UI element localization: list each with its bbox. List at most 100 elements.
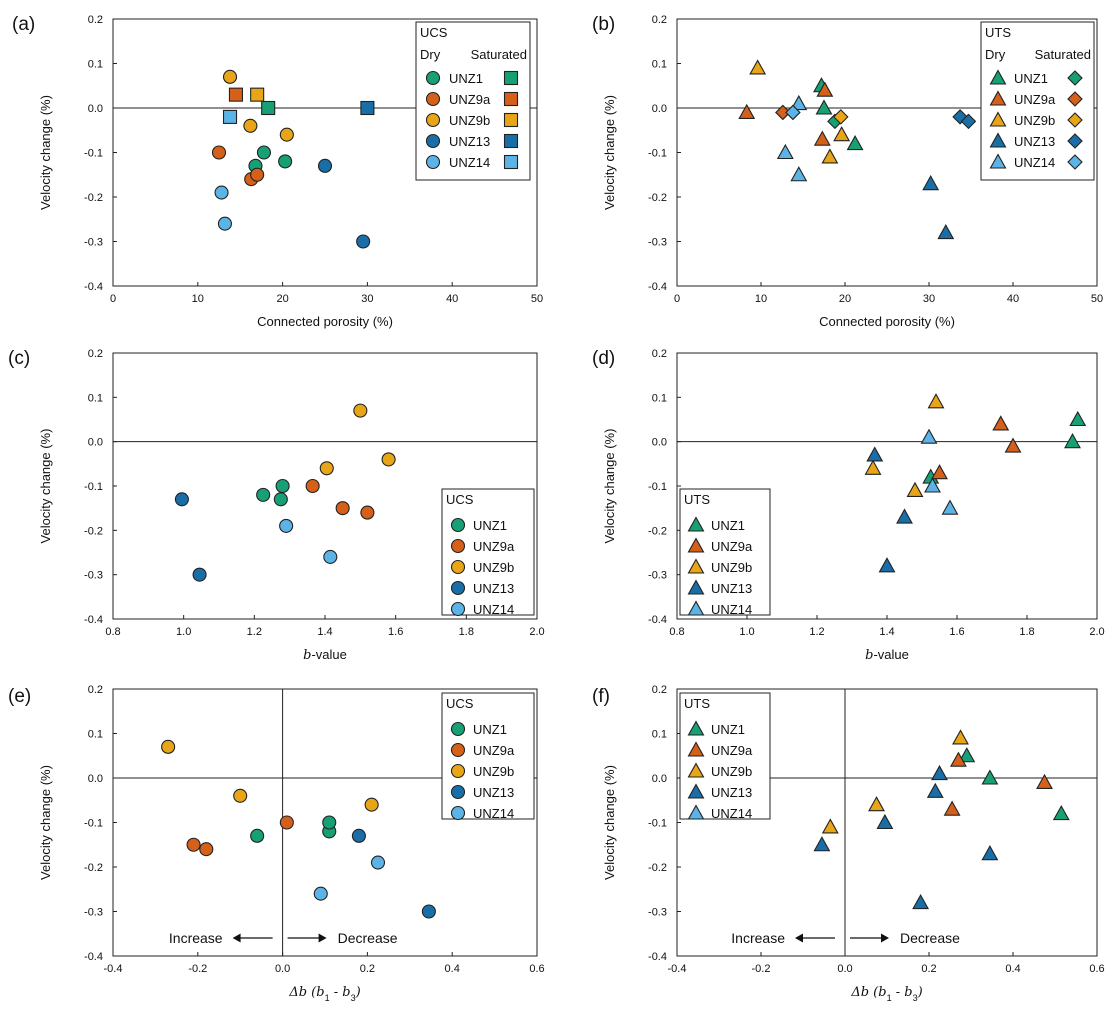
x-tick-label: 0.2 xyxy=(360,963,375,975)
data-point-unz9b xyxy=(749,59,767,75)
data-point-unz9a xyxy=(992,415,1010,431)
legend-marker xyxy=(450,784,466,800)
data-point-unz14 xyxy=(214,185,229,200)
x-tick-label: 2.0 xyxy=(529,626,544,638)
legend-marker-dry xyxy=(989,90,1007,106)
data-point-unz9b xyxy=(319,461,334,476)
legend-label: UNZ9a xyxy=(473,743,515,758)
data-point-unz14 xyxy=(924,477,941,493)
x-axis-label: b-value xyxy=(303,647,347,663)
y-axis-label: Velocity change (%) xyxy=(602,765,617,880)
y-tick-label: -0.1 xyxy=(648,148,667,160)
legend-label: UNZ13 xyxy=(473,581,514,596)
legend-marker xyxy=(687,579,705,595)
x-tick-label: -0.2 xyxy=(752,963,771,975)
annotation-increase: Increase xyxy=(169,930,223,946)
x-axis-label: b-value xyxy=(865,647,909,663)
y-tick-label: 0.0 xyxy=(88,773,103,785)
chart-panel: -0.4 -0.2 0.0 0.2 0.4 0.6 -0.4 -0.3 -0.2 -0.1 0.0 0… xyxy=(8,684,545,1003)
y-tick-label: 0.1 xyxy=(88,59,103,71)
data-point-unz1 xyxy=(256,487,271,502)
data-point-unz9b xyxy=(250,87,265,102)
y-axis-label: Velocity change (%) xyxy=(38,429,53,544)
x-tick-label: 30 xyxy=(361,293,373,305)
legend-marker xyxy=(450,538,466,554)
legend-title: UTS xyxy=(985,25,1011,40)
chart-panel: 0 10 20 30 40 50 -0.4 -0.3 -0.2 -0.1 0.0 0.1 0.2 Conn… xyxy=(12,14,543,329)
data-point-unz1 xyxy=(958,747,976,763)
legend-subtitle-saturated: Saturated xyxy=(471,47,527,62)
chart-panel: -0.4 -0.2 0.0 0.2 0.4 0.6 -0.4 -0.3 -0.2 -0.1 0.0 0… xyxy=(592,684,1105,1003)
x-axis-label: Δb (b1 - b3) xyxy=(850,985,922,1003)
data-point-unz13 xyxy=(351,828,366,843)
y-tick-label: 0.2 xyxy=(88,684,103,696)
legend-label: UNZ1 xyxy=(473,722,507,737)
legend-marker xyxy=(450,721,466,737)
data-point-unz13 xyxy=(317,158,333,173)
y-tick-label: -0.3 xyxy=(648,570,667,582)
legend-marker xyxy=(687,804,705,820)
y-tick-label: -0.1 xyxy=(84,481,103,493)
legend-label: UNZ14 xyxy=(711,602,752,617)
x-tick-label: 0.4 xyxy=(1005,963,1020,975)
data-point-unz9b xyxy=(833,109,849,125)
legend-marker-saturated xyxy=(1067,91,1083,107)
data-point-unz9a xyxy=(211,145,227,160)
data-point-unz9a xyxy=(305,478,320,494)
chart-panel: 0.8 1.0 1.2 1.4 1.6 1.8 2.0 -0.4 -0.3 -0.2 -0.1 0.0… xyxy=(592,348,1105,663)
data-point-unz13 xyxy=(931,764,948,781)
data-point-unz9a xyxy=(813,130,831,146)
legend-label: UNZ9a xyxy=(449,92,491,107)
legend-marker xyxy=(450,742,466,758)
panel-label: (e) xyxy=(8,686,31,707)
data-point-unz9b xyxy=(821,818,839,834)
x-tick-label: 1.8 xyxy=(459,626,474,638)
data-point-unz1 xyxy=(1069,410,1087,427)
data-point-unz9a xyxy=(931,464,948,480)
y-tick-label: 0.1 xyxy=(652,59,667,71)
y-tick-label: 0.2 xyxy=(652,14,667,26)
data-point-unz13 xyxy=(174,492,189,507)
data-point-unz9b xyxy=(906,481,924,497)
x-tick-label: 1.2 xyxy=(809,626,824,638)
x-tick-label: 0.6 xyxy=(1089,963,1104,975)
legend-marker-saturated xyxy=(1067,133,1083,149)
legend-marker xyxy=(687,783,705,799)
legend-subtitle-dry: Dry xyxy=(420,47,441,62)
data-point-unz1 xyxy=(1052,804,1070,821)
data-point-unz1 xyxy=(278,154,293,169)
legend-marker xyxy=(450,805,466,821)
y-tick-label: -0.4 xyxy=(84,614,103,626)
x-axis-label: Connected porosity (%) xyxy=(257,314,393,329)
x-tick-label: 40 xyxy=(1007,293,1019,305)
x-tick-label: 50 xyxy=(531,293,543,305)
x-tick-label: 1.4 xyxy=(879,626,894,638)
data-point-unz9a xyxy=(816,81,834,97)
arrowhead-right xyxy=(881,933,889,943)
data-point-unz14 xyxy=(941,499,959,515)
data-point-unz1 xyxy=(846,134,864,151)
x-tick-label: 40 xyxy=(446,293,458,305)
legend-label: UNZ9a xyxy=(711,539,753,554)
chart-panel: 0 10 20 30 40 50 -0.4 -0.3 -0.2 -0.1 0.0 0.1 0.2 Conn… xyxy=(592,14,1103,329)
data-point-unz14 xyxy=(790,166,808,182)
data-point-unz1 xyxy=(981,769,999,785)
legend-marker-saturated xyxy=(1067,112,1083,128)
data-point-unz1 xyxy=(322,815,337,830)
y-tick-label: -0.1 xyxy=(84,148,103,160)
data-point-unz1 xyxy=(1064,433,1081,449)
legend-label: UNZ9a xyxy=(473,539,515,554)
y-axis-label: Velocity change (%) xyxy=(38,95,53,210)
legend-marker xyxy=(687,516,705,532)
legend-label: UNZ9a xyxy=(711,743,753,758)
legend-marker xyxy=(687,600,705,616)
x-tick-label: -0.2 xyxy=(188,963,207,975)
arrowhead-left xyxy=(232,933,241,943)
legend-marker xyxy=(450,559,466,575)
y-tick-label: -0.4 xyxy=(648,614,667,626)
y-tick-label: 0.0 xyxy=(652,437,667,449)
y-tick-label: -0.4 xyxy=(648,951,667,963)
legend-marker xyxy=(687,762,705,778)
legend-label: UNZ9b xyxy=(449,113,490,128)
